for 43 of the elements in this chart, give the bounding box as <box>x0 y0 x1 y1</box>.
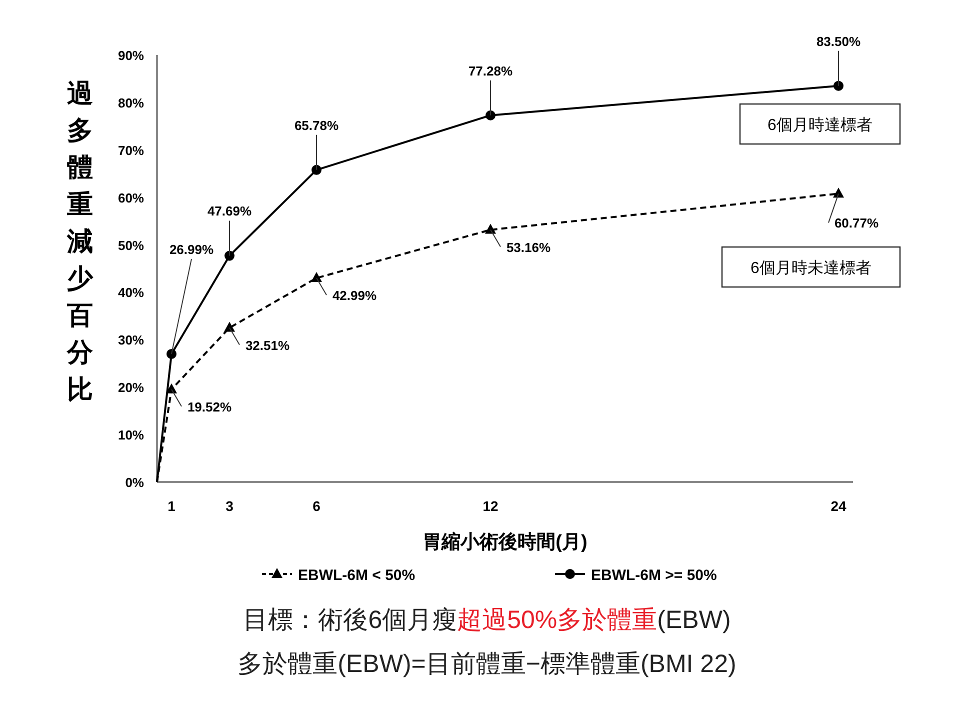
x-tick-label: 12 <box>482 498 498 514</box>
data-label: 65.78% <box>294 118 339 133</box>
legend-label: EBWL-6M >= 50% <box>591 567 717 584</box>
data-label: 32.51% <box>245 338 290 353</box>
point <box>224 250 234 261</box>
point <box>224 322 235 332</box>
data-label: 26.99% <box>169 242 214 257</box>
x-tick-label: 1 <box>168 498 176 514</box>
data-label: 47.69% <box>207 204 252 219</box>
legend-label: EBWL-6M < 50% <box>298 567 416 584</box>
point <box>485 224 496 234</box>
y-tick-label: 80% <box>118 95 144 110</box>
annotation: 6個月時達標者 <box>768 116 872 134</box>
annotation-box: 6個月時未達標者 <box>721 246 901 288</box>
y-tick-label: 0% <box>125 475 144 490</box>
data-label: 42.99% <box>332 288 377 304</box>
point <box>486 110 496 120</box>
y-tick-label: 60% <box>118 190 144 206</box>
y-tick-label: 50% <box>118 238 144 253</box>
x-tick-label: 3 <box>226 498 234 514</box>
annotation-box: 6個月時達標者 <box>739 103 901 145</box>
y-tick-label: 40% <box>118 285 144 300</box>
y-tick-label: 70% <box>118 142 144 158</box>
data-label: 60.77% <box>834 216 879 231</box>
data-label: 77.28% <box>468 63 513 78</box>
y-tick-label: 10% <box>118 428 144 443</box>
x-tick-label: 24 <box>830 498 846 514</box>
text: 目標：術後6個月瘦超過50%多於體重(EBW) <box>243 606 731 634</box>
annotation: 6個月時未達標者 <box>750 259 872 277</box>
x-axis-title: 胃縮小術後時間(月) <box>422 531 588 553</box>
point <box>312 164 322 175</box>
data-label: 53.16% <box>506 240 551 255</box>
text: 多於體重(EBW)=目前體重−標準體重(BMI 22) <box>238 650 736 678</box>
data-label: 19.52% <box>187 399 232 414</box>
point <box>311 272 322 282</box>
y-tick-label: 20% <box>118 380 144 396</box>
x-tick-label: 6 <box>312 498 321 514</box>
point <box>166 348 176 359</box>
data-label: 83.50% <box>816 34 861 49</box>
text: 過多體重減少百分比 <box>67 78 93 404</box>
y-tick-label: 90% <box>118 48 144 63</box>
point <box>834 80 844 91</box>
y-tick-label: 30% <box>118 332 144 348</box>
